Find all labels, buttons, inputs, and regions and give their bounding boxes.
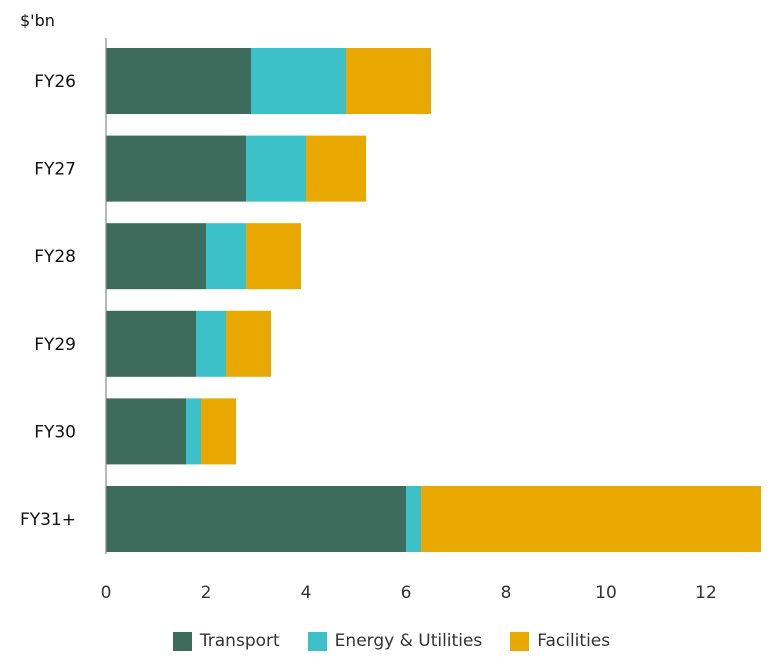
bar-fy31-series-2 bbox=[421, 486, 761, 552]
bar-fy30-series-1 bbox=[186, 398, 201, 465]
bars-group bbox=[106, 48, 761, 552]
legend-item: Facilities bbox=[510, 631, 610, 651]
bar-fy26-series-2 bbox=[346, 48, 431, 114]
bar-fy29-series-1 bbox=[196, 310, 226, 377]
x-tick-label: 8 bbox=[501, 583, 512, 603]
x-tick-label: 10 bbox=[595, 583, 617, 603]
bar-fy28-series-2 bbox=[246, 223, 301, 290]
bar-fy26-series-1 bbox=[251, 48, 346, 114]
bar-fy29-series-0 bbox=[106, 310, 196, 377]
category-label: FY29 bbox=[34, 335, 76, 355]
x-axis-ticks: 0 2 4 6 8 10 12 bbox=[101, 583, 717, 603]
category-label: FY28 bbox=[34, 247, 76, 267]
bar-fy28-series-1 bbox=[206, 223, 246, 290]
bar-fy27-series-1 bbox=[246, 135, 306, 202]
x-tick-label: 6 bbox=[401, 583, 412, 603]
x-tick-label: 0 bbox=[101, 583, 112, 603]
bar-fy30-series-0 bbox=[106, 398, 186, 465]
legend-swatch bbox=[307, 631, 327, 651]
category-label: FY31+ bbox=[20, 510, 76, 530]
category-labels: FY26 FY27 FY28 FY29 FY30 FY31+ bbox=[20, 72, 76, 530]
legend-swatch bbox=[172, 631, 192, 651]
x-tick-label: 4 bbox=[301, 583, 312, 603]
legend-label: Facilities bbox=[537, 631, 611, 651]
bar-fy31-series-0 bbox=[106, 486, 406, 552]
category-label: FY27 bbox=[34, 160, 76, 180]
legend-label: Transport bbox=[199, 631, 280, 651]
bar-fy31-series-1 bbox=[406, 486, 421, 552]
bar-fy26-series-0 bbox=[106, 48, 251, 114]
legend: Transport Energy & Utilities Facilities bbox=[0, 626, 783, 656]
legend-item: Energy & Utilities bbox=[307, 631, 483, 651]
unit-label: $'bn bbox=[20, 11, 55, 30]
bar-fy27-series-0 bbox=[106, 135, 246, 202]
legend-item: Transport bbox=[172, 631, 280, 651]
x-tick-label: 12 bbox=[695, 583, 717, 603]
category-label: FY26 bbox=[34, 72, 76, 92]
legend-swatch bbox=[510, 631, 530, 651]
category-label: FY30 bbox=[34, 422, 76, 442]
bar-fy29-series-2 bbox=[226, 310, 271, 377]
bar-fy28-series-0 bbox=[106, 223, 206, 290]
bar-fy27-series-2 bbox=[306, 135, 366, 202]
bar-fy30-series-2 bbox=[201, 398, 236, 465]
x-tick-label: 2 bbox=[201, 583, 212, 603]
legend-label: Energy & Utilities bbox=[334, 631, 483, 651]
